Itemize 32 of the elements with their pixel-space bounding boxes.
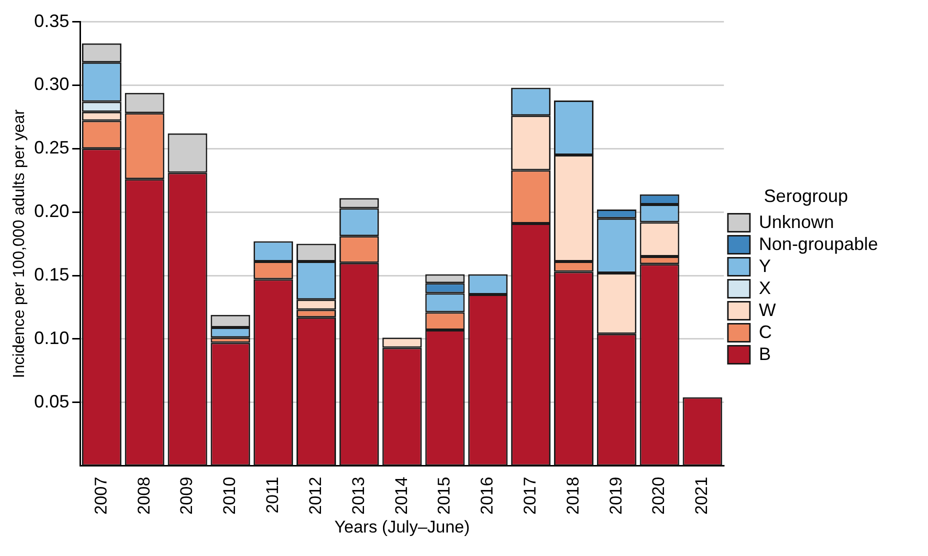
legend-label: W [758,300,776,320]
legend-label: Y [758,256,771,276]
y-tick-label: 0.25 [34,138,70,158]
x-tick-label: 2017 [520,476,540,515]
legend-label: B [758,344,771,364]
x-tick-label: 2015 [434,476,454,515]
y-tick-label: 0.10 [34,328,70,348]
x-tick-label: 2020 [649,476,668,515]
legend-label: Non-groupable [758,234,878,254]
x-axis-title: Years (July–June) [334,517,470,536]
x-tick-label: 2010 [220,476,240,515]
x-tick-label: 2012 [306,476,325,515]
y-tick-label: 0.30 [34,74,70,94]
x-tick-label: 2013 [348,476,368,515]
y-tick-label: 0.35 [34,10,70,31]
x-tick-label: 2018 [563,476,582,515]
x-tick-label: 2008 [134,476,154,515]
legend-label: C [758,322,772,342]
legend-title: Serogroup [764,186,848,206]
x-tick-label: 2014 [392,476,411,515]
x-tick-label: 2019 [606,476,626,515]
legend-label: X [758,278,771,298]
y-tick-label: 0.15 [34,264,70,284]
legend-label: Unknown [758,212,834,232]
x-tick-label: 2016 [478,476,497,515]
y-axis-title: Incidence per 100,000 adults per year [11,108,28,378]
x-tick-label: 2007 [91,476,110,515]
x-tick-label: 2011 [263,476,282,514]
y-tick-label: 0.20 [34,201,70,222]
x-tick-label: 2009 [177,476,196,515]
y-tick-label: 0.05 [34,391,70,412]
x-tick-label: 2021 [692,476,712,515]
